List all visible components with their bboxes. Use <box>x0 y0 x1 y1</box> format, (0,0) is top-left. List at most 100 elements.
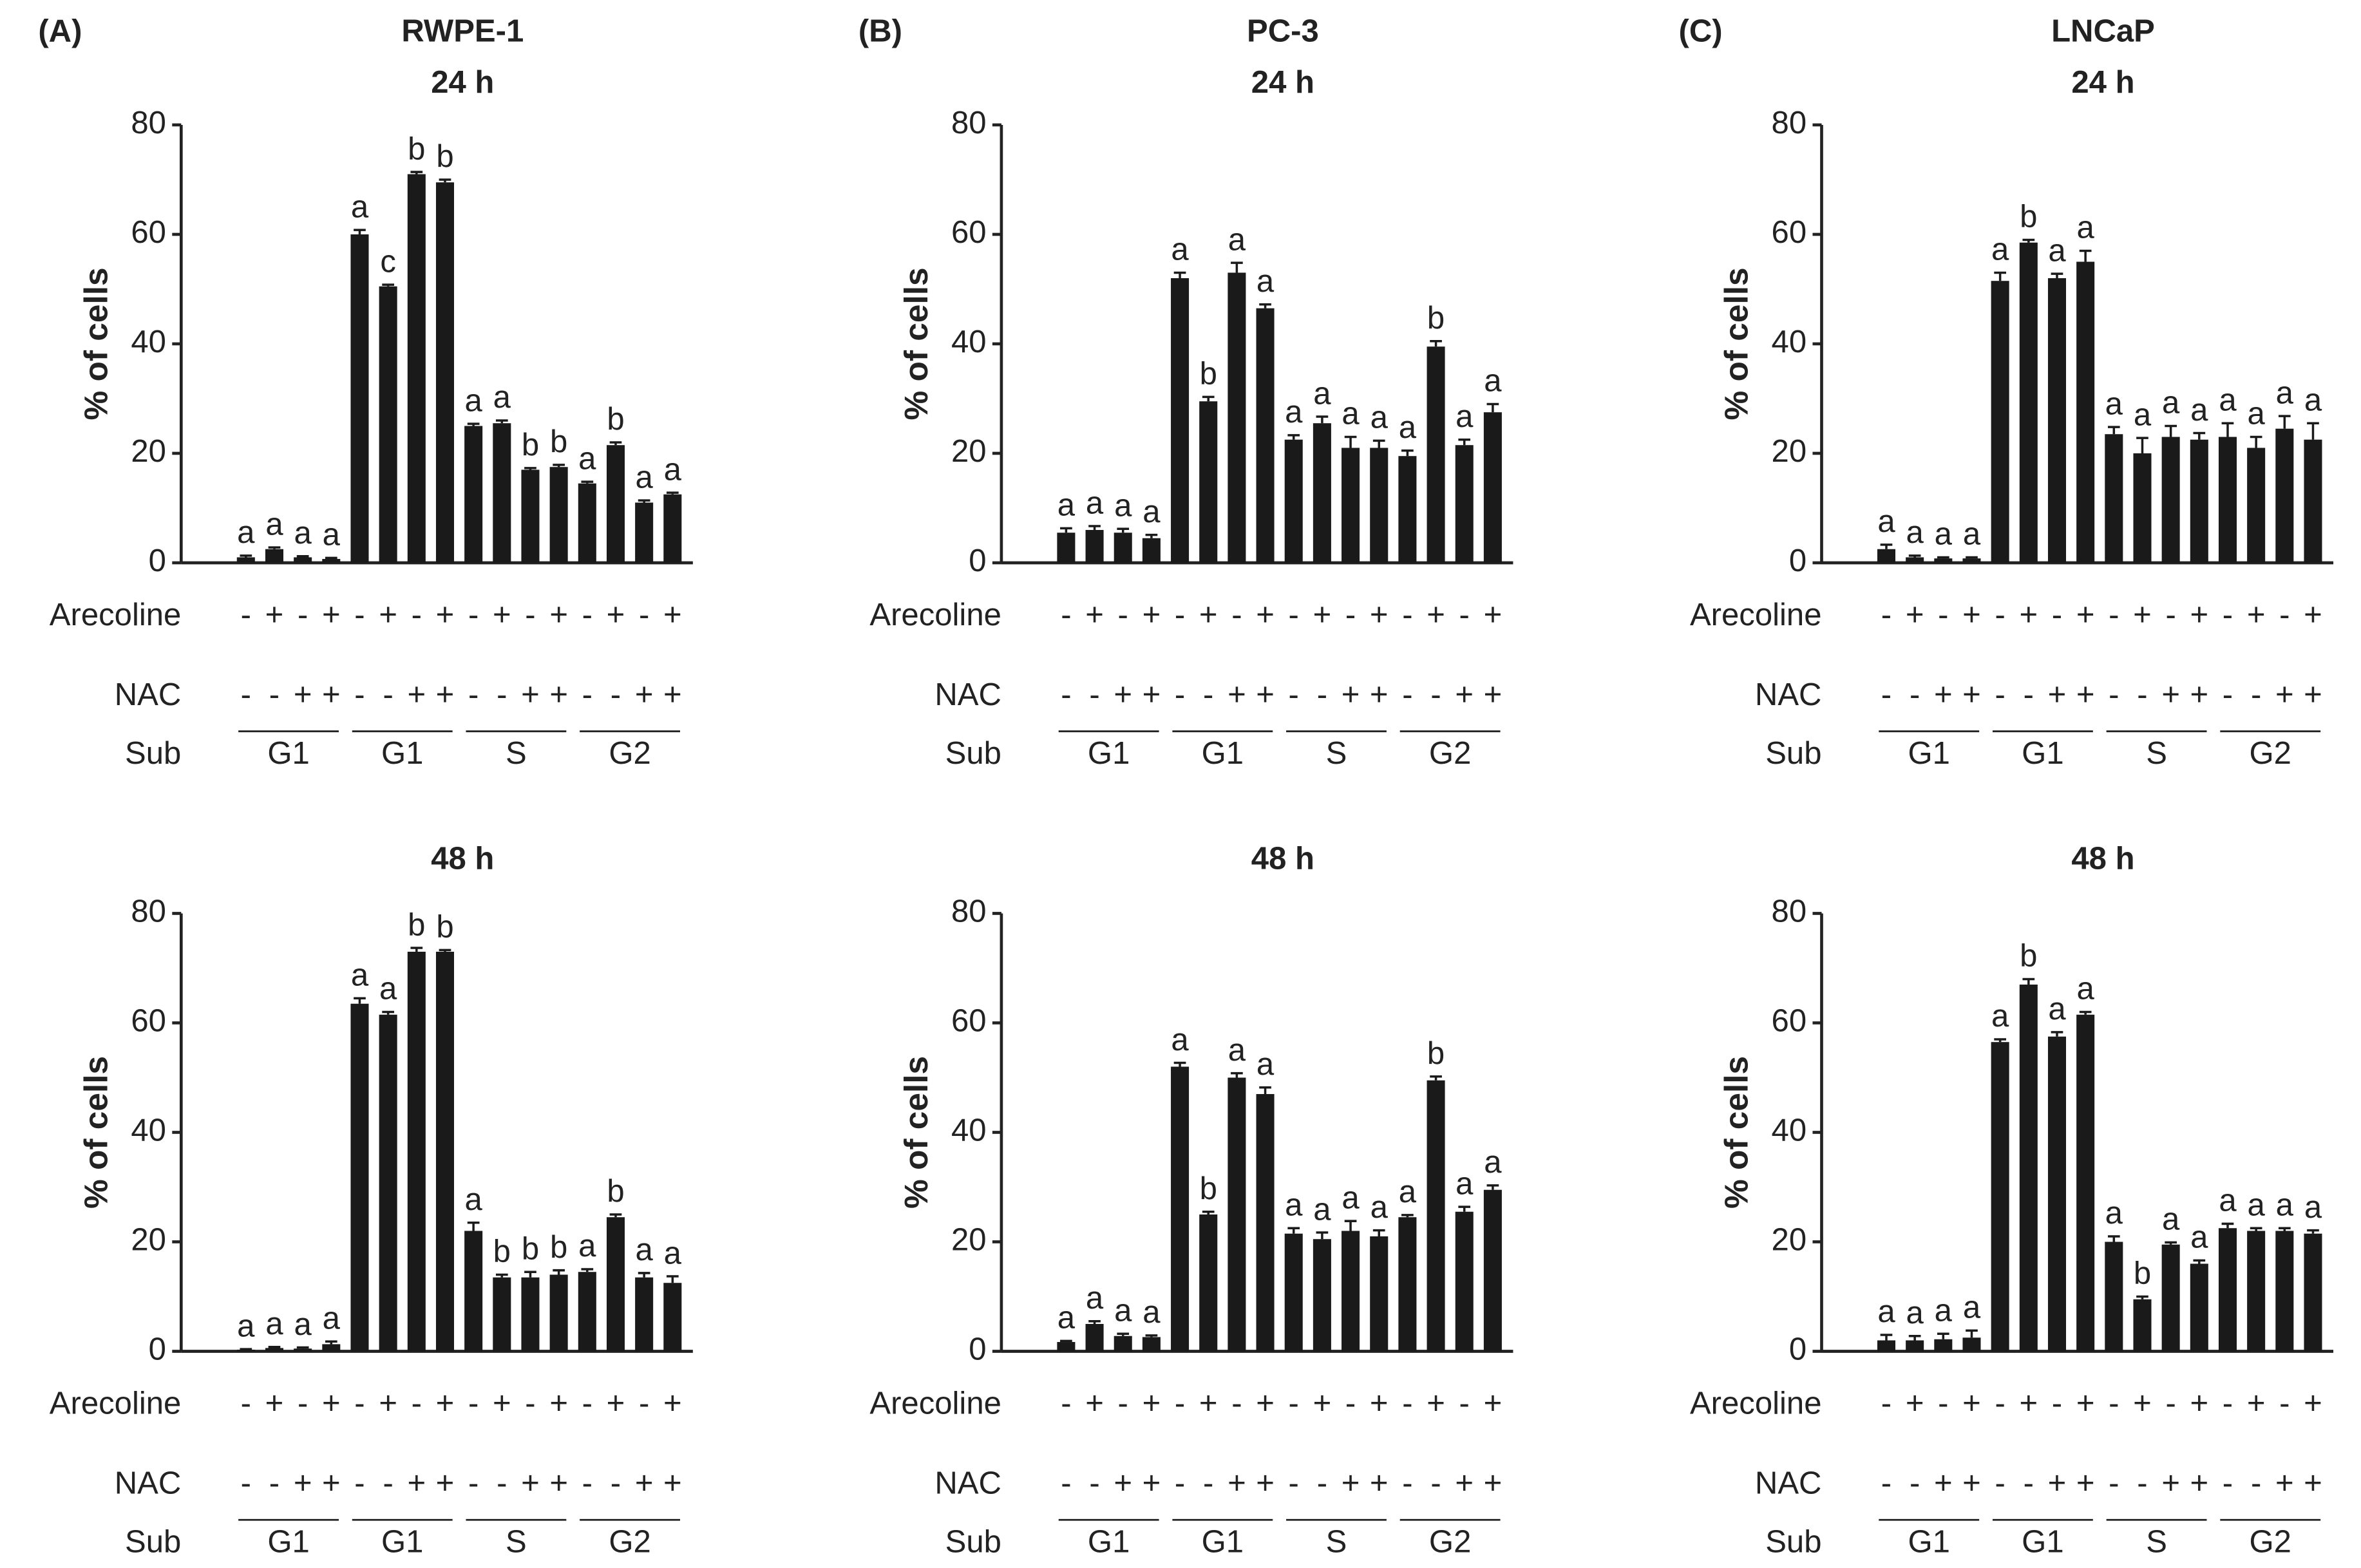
y-tick-label: 80 <box>131 894 166 929</box>
bar <box>1877 549 1896 563</box>
row-label: Sub <box>945 736 1001 771</box>
y-tick-label: 0 <box>149 543 166 578</box>
nac-sign: - <box>1061 1466 1071 1500</box>
significance-letter: a <box>1370 1190 1389 1225</box>
nac-sign: + <box>2190 677 2208 712</box>
arecoline-sign: + <box>322 598 341 632</box>
bar <box>1313 423 1331 563</box>
bar <box>1171 278 1190 563</box>
panel-label: (A) <box>38 14 82 48</box>
nac-sign: - <box>1289 1466 1299 1500</box>
chart-subtitle: 48 h <box>431 842 494 876</box>
arecoline-sign: + <box>1085 1386 1104 1421</box>
chart-subtitle: 48 h <box>2071 842 2134 876</box>
arecoline-sign: - <box>2165 1386 2176 1421</box>
arecoline-sign: + <box>493 598 511 632</box>
significance-letter: b <box>1200 1171 1217 1206</box>
arecoline-sign: - <box>1118 598 1128 632</box>
nac-sign: - <box>1402 1466 1412 1500</box>
arecoline-sign: - <box>2052 598 2062 632</box>
nac-sign: + <box>549 677 568 712</box>
arecoline-sign: + <box>1085 598 1104 632</box>
arecoline-sign: - <box>1175 1386 1185 1421</box>
nac-sign: + <box>2190 1466 2208 1500</box>
significance-letter: a <box>1370 401 1389 435</box>
significance-letter: a <box>2105 1196 2123 1231</box>
bar <box>2304 439 2322 563</box>
group-label: G1 <box>1908 736 1950 771</box>
nac-sign: - <box>1289 677 1299 712</box>
bar <box>322 1344 341 1352</box>
nac-sign: + <box>521 677 540 712</box>
group-label: G1 <box>1908 1525 1950 1560</box>
bar <box>549 467 568 563</box>
significance-letter: a <box>464 1182 482 1217</box>
group-label: G2 <box>1429 736 1471 771</box>
bar <box>1142 1337 1161 1352</box>
nac-sign: - <box>2109 1466 2119 1500</box>
group-label: G2 <box>609 736 650 771</box>
bar <box>2133 453 2152 563</box>
bar <box>236 1349 255 1352</box>
group-label: G2 <box>1429 1525 1471 1560</box>
nac-sign: - <box>582 1466 593 1500</box>
bar <box>1057 533 1076 563</box>
nac-sign: - <box>1881 677 1892 712</box>
arecoline-sign: - <box>1345 1386 1356 1421</box>
nac-sign: - <box>1430 677 1441 712</box>
arecoline-sign: - <box>1231 1386 1242 1421</box>
nac-sign: + <box>322 677 341 712</box>
arecoline-sign: + <box>493 1386 511 1421</box>
y-axis-label: % of cells <box>77 267 114 420</box>
group-label: S <box>2146 736 2167 771</box>
arecoline-sign: + <box>379 1386 397 1421</box>
bar <box>1114 533 1132 563</box>
nac-sign: - <box>1061 677 1071 712</box>
y-tick-label: 0 <box>969 1332 986 1366</box>
bar <box>2105 1242 2123 1352</box>
nac-sign: - <box>2251 677 2261 712</box>
row-label: Arecoline <box>869 1386 1001 1421</box>
arecoline-sign: - <box>1118 1386 1128 1421</box>
bar <box>2247 1231 2266 1352</box>
bar <box>1991 1042 2009 1352</box>
row-label: NAC <box>934 1466 1001 1500</box>
arecoline-sign: + <box>379 598 397 632</box>
significance-letter: a <box>2248 397 2266 431</box>
significance-letter: a <box>578 1229 596 1263</box>
nac-sign: + <box>1342 1466 1360 1500</box>
bar <box>2275 1231 2294 1352</box>
arecoline-sign: + <box>265 1386 284 1421</box>
arecoline-sign: - <box>2109 598 2119 632</box>
arecoline-sign: - <box>1938 598 1948 632</box>
nac-sign: - <box>1881 1466 1892 1500</box>
arecoline-sign: + <box>2076 598 2095 632</box>
row-label: NAC <box>115 677 182 712</box>
nac-sign: - <box>1910 677 1920 712</box>
nac-sign: + <box>436 677 455 712</box>
nac-sign: - <box>497 1466 507 1500</box>
bar <box>2047 278 2067 563</box>
panel-label: (C) <box>1678 14 1722 48</box>
arecoline-sign: - <box>2223 1386 2233 1421</box>
significance-letter: a <box>1906 515 1924 550</box>
significance-letter: a <box>1484 1145 1502 1180</box>
nac-sign: - <box>2137 677 2147 712</box>
bar <box>635 1277 654 1352</box>
bar <box>2190 1263 2208 1352</box>
group-label: G1 <box>2022 736 2063 771</box>
y-axis-label: % of cells <box>897 267 934 420</box>
nac-sign: - <box>1175 677 1185 712</box>
arecoline-sign: + <box>2190 598 2208 632</box>
bar <box>493 1277 511 1352</box>
arecoline-sign: - <box>1459 1386 1470 1421</box>
significance-letter: b <box>550 1230 567 1265</box>
nac-sign: + <box>1228 677 1246 712</box>
bar <box>1228 1077 1246 1352</box>
arecoline-sign: - <box>2052 1386 2062 1421</box>
significance-letter: a <box>1342 1180 1360 1215</box>
arecoline-sign: - <box>298 598 308 632</box>
significance-letter: a <box>2276 375 2294 410</box>
arecoline-sign: - <box>1881 1386 1892 1421</box>
